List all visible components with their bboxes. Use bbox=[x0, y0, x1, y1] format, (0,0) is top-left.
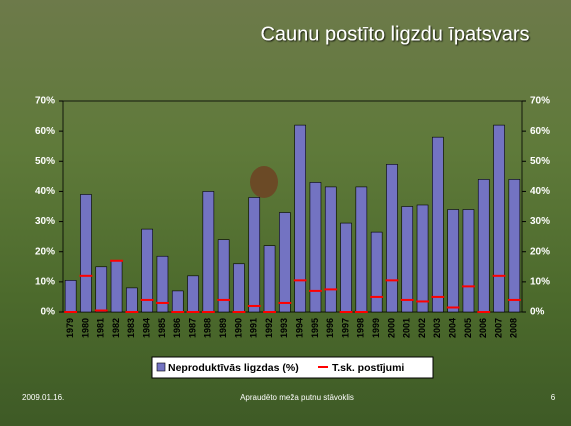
y-tick-label: 60% bbox=[35, 126, 55, 137]
x-tick-label: 2006 bbox=[478, 318, 488, 338]
bar bbox=[111, 261, 122, 312]
y2-tick-label: 50% bbox=[530, 156, 550, 167]
bar bbox=[172, 291, 183, 312]
x-tick-label: 1991 bbox=[249, 318, 259, 338]
footer-page: 6 bbox=[551, 393, 556, 402]
y2-tick-label: 30% bbox=[530, 216, 550, 227]
bar bbox=[203, 191, 214, 312]
x-tick-label: 1987 bbox=[187, 318, 197, 338]
y2-tick-label: 60% bbox=[530, 126, 550, 137]
x-tick-label: 1993 bbox=[279, 318, 289, 338]
x-tick-label: 1994 bbox=[295, 318, 305, 338]
bar bbox=[341, 223, 352, 312]
x-tick-label: 2000 bbox=[386, 318, 396, 338]
x-tick-label: 1986 bbox=[172, 318, 182, 338]
y2-tick-label: 0% bbox=[530, 307, 545, 318]
bar bbox=[356, 187, 367, 312]
bar bbox=[371, 232, 382, 312]
bar bbox=[310, 182, 321, 312]
bar bbox=[264, 246, 275, 312]
x-tick-label: 2002 bbox=[417, 318, 427, 338]
x-tick-label: 1985 bbox=[157, 318, 167, 338]
chart-title: Caunu postīto ligzdu īpatsvars bbox=[260, 23, 529, 45]
y2-tick-label: 70% bbox=[530, 96, 550, 107]
bar bbox=[417, 205, 428, 312]
bar bbox=[432, 137, 443, 312]
x-tick-label: 1982 bbox=[111, 318, 121, 338]
bar bbox=[218, 240, 229, 312]
footer-date: 2009.01.16. bbox=[22, 393, 64, 402]
x-tick-label: 1999 bbox=[371, 318, 381, 338]
x-tick-label: 1979 bbox=[65, 318, 75, 338]
bar bbox=[386, 164, 397, 312]
marten bbox=[250, 166, 278, 198]
x-tick-label: 2008 bbox=[509, 318, 519, 338]
x-tick-label: 1996 bbox=[325, 318, 335, 338]
x-tick-label: 1995 bbox=[310, 318, 320, 338]
bar bbox=[126, 288, 137, 312]
bar bbox=[96, 267, 107, 312]
x-tick-label: 2007 bbox=[493, 318, 503, 338]
y-tick-label: 40% bbox=[35, 186, 55, 197]
x-tick-label: 1988 bbox=[203, 318, 213, 338]
bar bbox=[325, 187, 336, 312]
x-tick-label: 1989 bbox=[218, 318, 228, 338]
x-tick-label: 1997 bbox=[340, 318, 350, 338]
footer-text: Apraudēto meža putnu stāvoklis bbox=[240, 393, 354, 402]
bar bbox=[509, 179, 520, 312]
x-tick-label: 1980 bbox=[80, 318, 90, 338]
x-tick-label: 1998 bbox=[356, 318, 366, 338]
bar bbox=[279, 213, 290, 312]
x-tick-label: 1990 bbox=[233, 318, 243, 338]
slide: Caunu postīto ligzdu īpatsvars 2009.01.1… bbox=[0, 0, 571, 426]
bar bbox=[249, 197, 260, 312]
bar bbox=[80, 194, 91, 312]
y-tick-label: 50% bbox=[35, 156, 55, 167]
y2-tick-label: 10% bbox=[530, 276, 550, 287]
y-tick-label: 0% bbox=[41, 307, 56, 318]
x-tick-label: 1984 bbox=[142, 318, 152, 338]
bar bbox=[295, 125, 306, 312]
y-tick-label: 70% bbox=[35, 96, 55, 107]
x-tick-label: 1983 bbox=[126, 318, 136, 338]
y-tick-label: 30% bbox=[35, 216, 55, 227]
x-tick-label: 2005 bbox=[463, 318, 473, 338]
y-tick-label: 10% bbox=[35, 276, 55, 287]
x-tick-label: 1992 bbox=[264, 318, 274, 338]
bar bbox=[188, 276, 199, 312]
bar bbox=[233, 264, 244, 312]
bar bbox=[402, 207, 413, 313]
legend-label: Neproduktīvās ligzdas (%) bbox=[168, 362, 299, 374]
y2-tick-label: 20% bbox=[530, 246, 550, 257]
y-tick-label: 20% bbox=[35, 246, 55, 257]
bar bbox=[463, 210, 474, 312]
legend-label: T.sk. postījumi bbox=[332, 362, 404, 374]
x-tick-label: 2004 bbox=[448, 318, 458, 338]
x-tick-label: 2001 bbox=[402, 318, 412, 338]
x-tick-label: 2003 bbox=[432, 318, 442, 338]
bar bbox=[65, 280, 76, 312]
bar bbox=[494, 125, 505, 312]
legend-swatch bbox=[157, 363, 165, 371]
y2-tick-label: 40% bbox=[530, 186, 550, 197]
bar bbox=[478, 179, 489, 312]
x-tick-label: 1981 bbox=[96, 318, 106, 338]
bar bbox=[448, 210, 459, 312]
